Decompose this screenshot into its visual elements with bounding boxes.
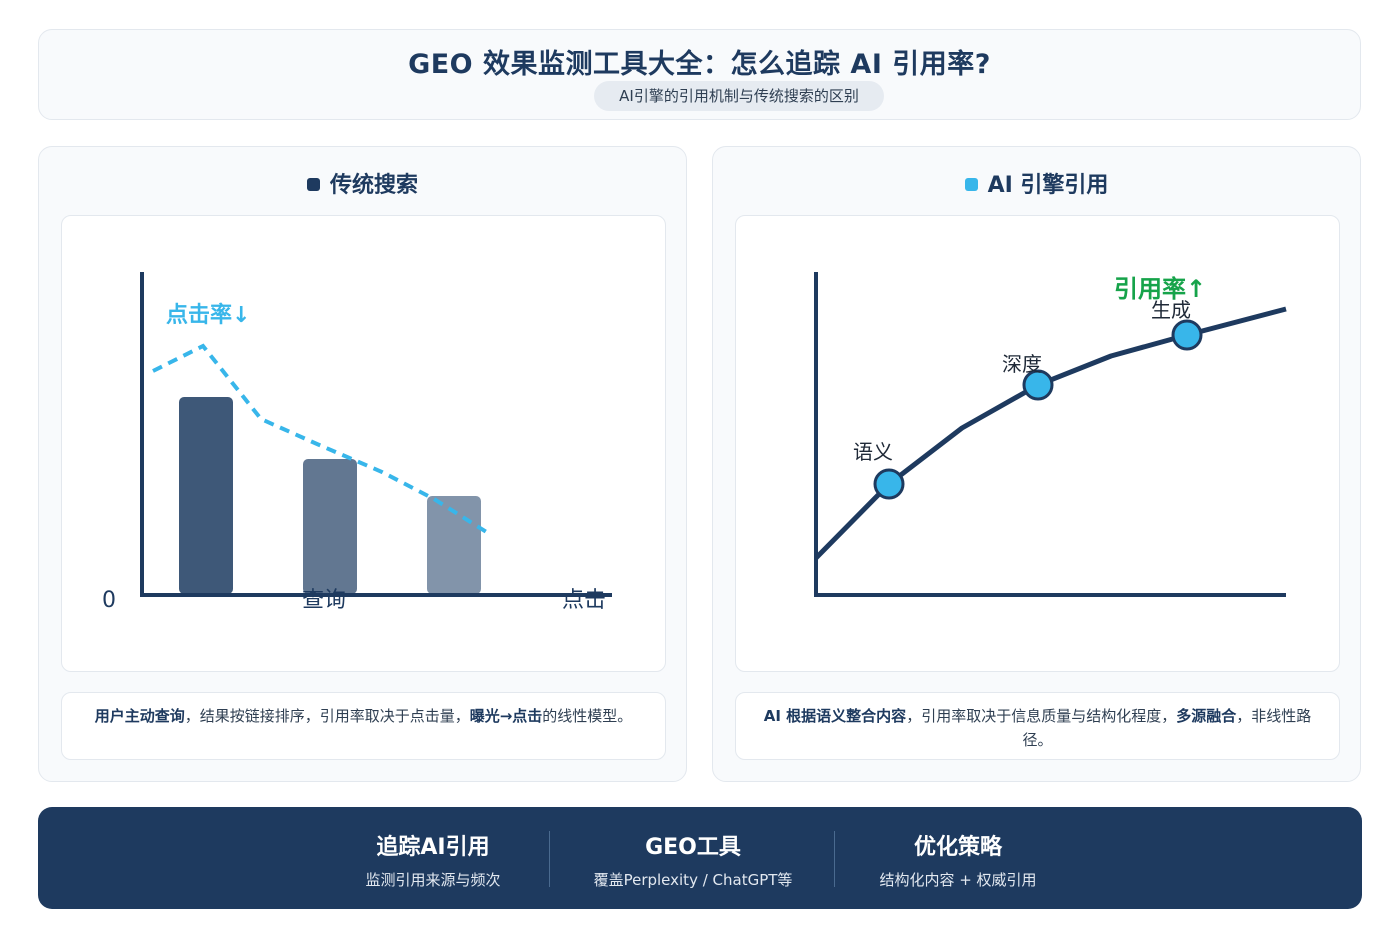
summary-item-geo-tools: GEO工具 覆盖Perplexity / ChatGPT等 bbox=[578, 807, 808, 909]
ai-chart-svg: 语义 深度 生成 引用率↑ bbox=[814, 272, 1287, 597]
summary-title: 追踪AI引用 bbox=[376, 835, 490, 860]
origin-label: 0 bbox=[102, 588, 116, 613]
panel-title-text: 传统搜索 bbox=[329, 173, 418, 198]
square-dot-icon bbox=[964, 178, 978, 191]
clickrate-trend-line bbox=[152, 343, 490, 535]
desc-text-2: 的线性模型。 bbox=[542, 707, 633, 725]
traditional-chart: 点击率↓ 0 查询 点击 bbox=[61, 215, 666, 672]
traditional-description: 用户主动查询，结果按链接排序，引用率取决于点击量，曝光→点击的线性模型。 bbox=[61, 692, 666, 760]
desc-text-1: ，结果按链接排序，引用率取决于点击量， bbox=[184, 707, 470, 725]
desc-text-1: ，引用率取决于信息质量与结构化程度， bbox=[906, 707, 1177, 725]
point-semantic bbox=[873, 468, 905, 500]
citation-rate-label: 引用率↑ bbox=[1114, 275, 1206, 303]
summary-sub: 覆盖Perplexity / ChatGPT等 bbox=[593, 871, 793, 889]
page-title: GEO 效果监测工具大全：怎么追踪 AI 引用率? bbox=[408, 49, 991, 80]
x-label-query: 查询 bbox=[302, 588, 346, 613]
subtitle-pill: AI引擎的引用机制与传统搜索的区别 bbox=[594, 81, 884, 111]
panel-title: AI 引擎引用 bbox=[713, 167, 1360, 199]
summary-sub: 结构化内容 + 权威引用 bbox=[879, 871, 1037, 889]
panel-title-text: AI 引擎引用 bbox=[987, 173, 1109, 198]
ai-chart: 语义 深度 生成 引用率↑ bbox=[735, 215, 1340, 672]
panel-title: 传统搜索 bbox=[39, 167, 686, 199]
point-label-semantic: 语义 bbox=[853, 440, 893, 464]
summary-banner: 追踪AI引用 监测引用来源与频次 GEO工具 覆盖Perplexity / Ch… bbox=[38, 807, 1362, 909]
traditional-chart-svg: 点击率↓ 0 查询 点击 bbox=[102, 272, 612, 613]
bar-1 bbox=[179, 397, 233, 594]
summary-item-strategy: 优化策略 结构化内容 + 权威引用 bbox=[868, 807, 1048, 909]
x-label-click: 点击 bbox=[562, 588, 606, 613]
desc-strong-2: 曝光→点击 bbox=[469, 707, 543, 725]
point-depth bbox=[1022, 369, 1054, 401]
summary-sub: 监测引用来源与频次 bbox=[365, 871, 501, 889]
citation-rate-curve bbox=[814, 306, 1287, 560]
point-generation bbox=[1171, 319, 1203, 351]
ai-engine-panel: AI 引擎引用 语义 深度 生成 引用率↑ AI 根据语义整合内容，引用率取决于… bbox=[712, 146, 1361, 782]
ai-description: AI 根据语义整合内容，引用率取决于信息质量与结构化程度，多源融合，非线性路径。 bbox=[735, 692, 1340, 760]
desc-strong-1: 用户主动查询 bbox=[94, 707, 185, 725]
desc-strong-1: AI 根据语义整合内容 bbox=[763, 707, 907, 725]
summary-title: GEO工具 bbox=[645, 835, 741, 860]
square-dot-icon bbox=[306, 178, 320, 191]
divider bbox=[834, 831, 835, 887]
summary-title: 优化策略 bbox=[913, 835, 1002, 860]
summary-item-track: 追踪AI引用 监测引用来源与频次 bbox=[358, 807, 508, 909]
desc-strong-2: 多源融合 bbox=[1176, 707, 1237, 725]
divider bbox=[549, 831, 550, 887]
traditional-search-panel: 传统搜索 点击率↓ 0 查询 点击 用户主动查询，结果按链接排序，引用率取决于点… bbox=[38, 146, 687, 782]
desc-text-2: ，非线性路径。 bbox=[1022, 707, 1312, 749]
point-label-generation: 生成 bbox=[1151, 298, 1191, 322]
bar-2 bbox=[303, 459, 357, 594]
point-label-depth: 深度 bbox=[1002, 352, 1042, 376]
clickrate-label: 点击率↓ bbox=[166, 302, 250, 328]
header-card: GEO 效果监测工具大全：怎么追踪 AI 引用率? AI引擎的引用机制与传统搜索… bbox=[38, 29, 1361, 120]
